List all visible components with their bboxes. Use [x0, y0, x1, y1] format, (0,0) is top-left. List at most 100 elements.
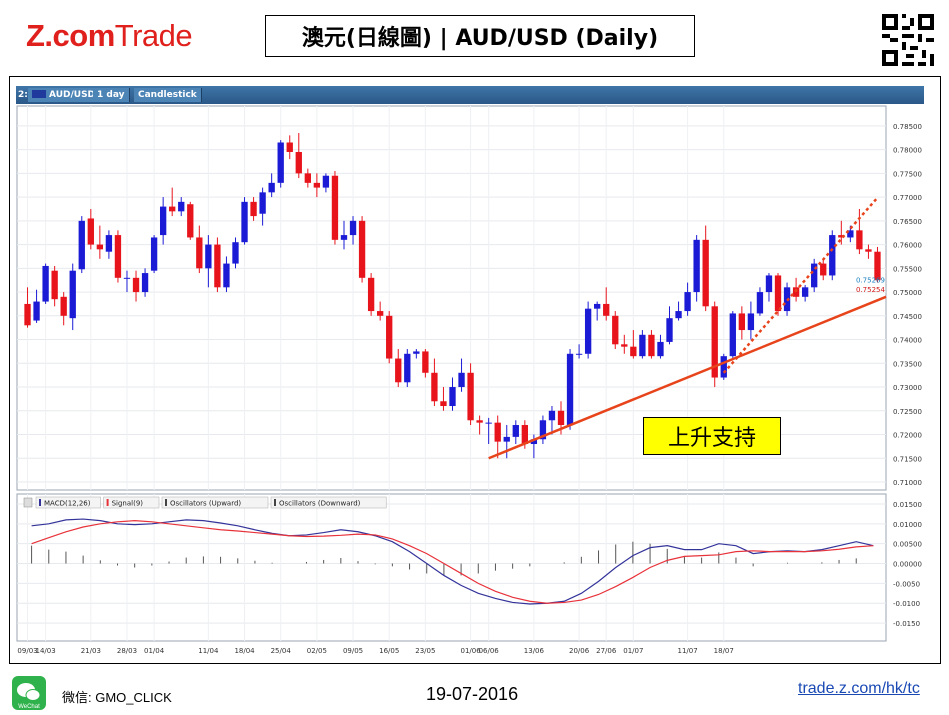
price-tick-label: 0.73000	[893, 384, 922, 392]
legend-osc-down-swatch	[274, 499, 276, 506]
x-tick-label: 16/05	[379, 647, 399, 655]
logo-main: Z.com	[26, 18, 115, 53]
brand-logo: Z.comTrade	[26, 18, 193, 54]
candle-body	[720, 356, 727, 378]
candle-body	[169, 206, 176, 212]
candle-body	[485, 422, 492, 424]
price-tick-label: 0.73500	[893, 360, 922, 368]
candle-body	[811, 263, 818, 288]
candle-body	[657, 341, 664, 357]
candle-body	[349, 220, 357, 236]
candle-body	[322, 175, 330, 188]
osc-tick-label: 0.01500	[893, 501, 922, 509]
candle-body	[847, 230, 854, 238]
x-tick-label: 21/03	[81, 647, 101, 655]
candle-body	[693, 239, 700, 293]
x-tick-label: 27/06	[596, 647, 617, 655]
candle-body	[575, 353, 583, 355]
candle-body	[512, 425, 519, 437]
x-tick-label: 28/03	[117, 647, 137, 655]
candle-body	[159, 206, 167, 236]
support-annotation: 上升支持	[643, 417, 781, 455]
candle-body	[648, 334, 655, 357]
candle-body	[865, 249, 872, 252]
legend-signal-swatch	[106, 499, 109, 506]
candle-body	[476, 420, 483, 423]
candle-body	[141, 273, 149, 293]
site-link[interactable]: trade.z.com/hk/tc	[798, 680, 920, 697]
price-tick-label: 0.74500	[893, 313, 922, 321]
price-tick-label: 0.72500	[893, 408, 922, 416]
x-tick-label: 20/06	[569, 647, 590, 655]
candle-body	[774, 275, 782, 312]
candle-body	[603, 303, 610, 316]
price-tick-label: 0.75000	[893, 289, 922, 297]
chart-toolbar: 2: AUD/USD 1 day Candlestick	[16, 86, 924, 104]
candle-body	[87, 218, 94, 245]
candle-body	[223, 263, 230, 288]
x-tick-label: 18/07	[714, 647, 734, 655]
candle-body	[331, 175, 339, 240]
candle-body	[621, 344, 628, 347]
candle-body	[874, 251, 881, 281]
page-title: 澳元(日線圖) | AUD/USD (Daily)	[265, 15, 695, 57]
candle-body	[24, 303, 31, 326]
candle-body	[557, 410, 565, 426]
candle-body	[539, 420, 547, 440]
logo-trade: Trade	[114, 18, 193, 53]
legend-macd: MACD(12,26)	[44, 500, 91, 508]
legend-osc-down-box	[270, 496, 387, 509]
candle-body	[820, 263, 827, 276]
legend-signal-box	[103, 496, 160, 509]
price-tick-label: 0.77000	[893, 194, 922, 202]
candle-body	[241, 201, 248, 243]
legend-macd-box	[35, 496, 101, 509]
candle-body	[78, 220, 85, 270]
candle-body	[729, 313, 736, 357]
legend-macd-swatch	[39, 499, 41, 506]
toolbar-index: 2:	[18, 90, 28, 100]
qr-code-icon	[882, 14, 934, 66]
candle-body	[449, 387, 456, 407]
osc-tick-label: 0.01000	[893, 521, 922, 529]
candle-body	[42, 265, 49, 302]
price-tick-label: 0.71500	[893, 455, 922, 463]
candle-body	[711, 306, 718, 378]
x-tick-label: 09/05	[343, 647, 363, 655]
candle-body	[250, 201, 257, 217]
last-price-blue-label: 0.75269	[856, 276, 885, 284]
osc-tick-label: -0.0150	[893, 620, 920, 628]
toolbar-style[interactable]: Candlestick	[134, 88, 202, 102]
x-tick-label: 13/06	[524, 647, 545, 655]
candle-body	[684, 292, 691, 312]
x-tick-label: 01/07	[623, 647, 643, 655]
report-date: 19-07-2016	[426, 684, 519, 704]
osc-tick-label: -0.0100	[893, 600, 920, 608]
candle-body	[295, 151, 302, 174]
candle-body	[123, 277, 131, 279]
x-tick-label: 11/04	[198, 647, 219, 655]
candle-body	[738, 313, 746, 331]
price-tick-label: 0.75500	[893, 265, 922, 273]
candle-body	[304, 173, 311, 183]
dotted-support-trendline	[722, 196, 879, 374]
toolbar-symbol-label: AUD/USD	[49, 90, 96, 100]
candle-body	[340, 235, 348, 240]
wechat-bubbles-icon: WeChat	[17, 683, 41, 710]
signal-line	[31, 520, 874, 604]
candle-body	[548, 410, 556, 421]
candle-body	[286, 142, 293, 152]
toolbar-period[interactable]: 1 day	[93, 88, 130, 102]
candle-body	[756, 292, 764, 314]
candle-body	[467, 372, 474, 421]
candle-body	[838, 235, 845, 238]
x-tick-label: 01/06	[460, 647, 481, 655]
x-tick-label: 02/05	[307, 647, 327, 655]
candle-body	[259, 192, 266, 214]
candle-body	[178, 201, 185, 212]
macd-line	[31, 518, 874, 605]
candle-body	[612, 315, 619, 345]
candle-body	[386, 315, 393, 359]
candle-body	[801, 287, 809, 297]
